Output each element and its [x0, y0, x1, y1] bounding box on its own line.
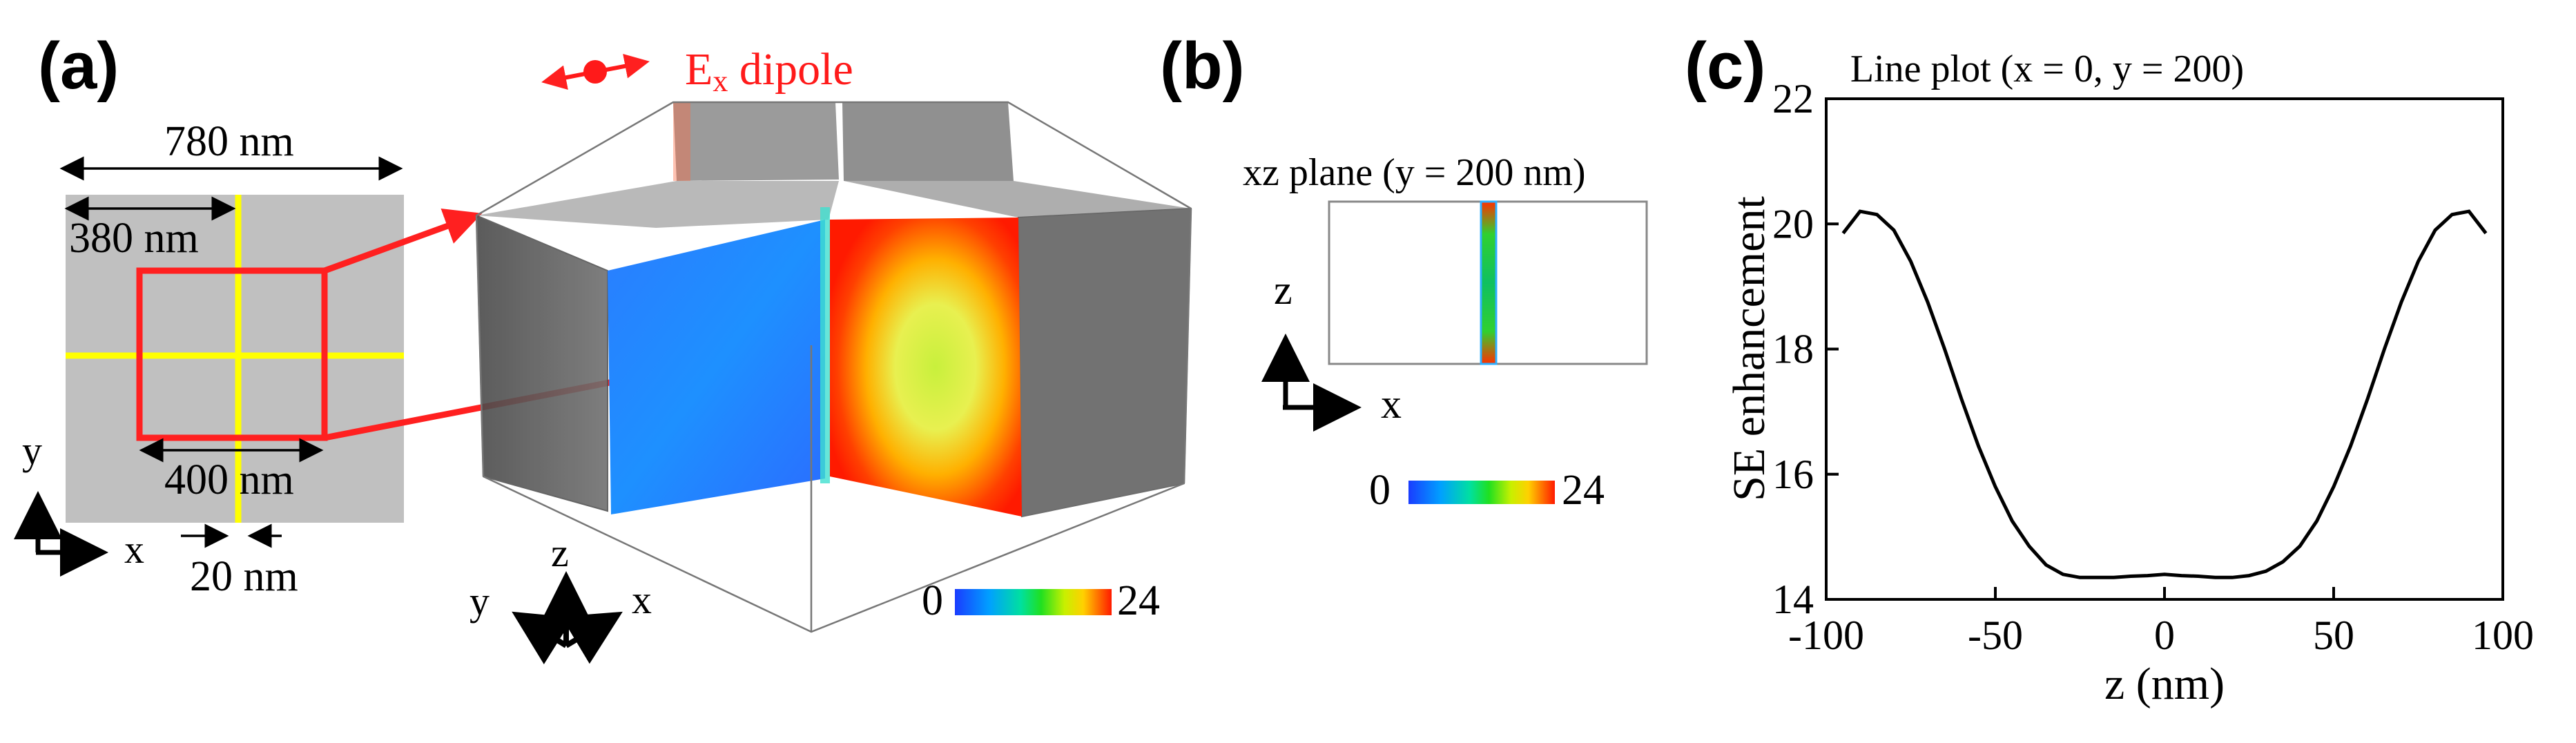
plot-frame [1825, 97, 2504, 601]
x-tick-label: 50 [2313, 612, 2354, 658]
axis-y-label: y [22, 428, 42, 473]
series-line-se-enhancement [1841, 209, 2488, 579]
dipole-icon [541, 54, 650, 90]
series-points [1843, 211, 2486, 577]
y-tick-label: 20 [1772, 201, 1814, 247]
colorbar-b-max: 24 [1562, 467, 1605, 514]
colorbar-a-min: 0 [922, 577, 943, 624]
y-tick-label: 22 [1772, 76, 1814, 122]
axis3d-x-label: x [632, 577, 652, 622]
3d-rendering [475, 101, 1192, 633]
x-axis-ticks: -100 -50 0 50 100 [1788, 587, 2534, 658]
b-axis-z-label: z [1274, 267, 1292, 313]
unit-cell-outline [136, 267, 328, 441]
dim-400-label: 400 nm [164, 456, 294, 503]
panel-c: (c) Line plot (x = 0, y = 200) -100 -50 0 5… [1685, 29, 2534, 709]
x-axis-label: z (nm) [2104, 659, 2225, 709]
y-tick-label: 14 [1772, 577, 1814, 622]
dipole-label: Ex dipole [685, 44, 853, 98]
x-tick-label: 100 [2472, 612, 2534, 658]
panel-a: (a) 780 nm 380 nm 400 nm 20 nm y x Ex di… [13, 29, 1192, 665]
colorbar-b-min: 0 [1369, 467, 1391, 514]
dim-780-label: 780 nm [164, 118, 294, 165]
panel-c-label: (c) [1685, 29, 1765, 103]
x-tick-label: 0 [2154, 612, 2175, 658]
x-tick-label: -50 [1968, 612, 2023, 658]
colorbar-a-max: 24 [1117, 577, 1160, 624]
axis3d-z-label: z [551, 530, 569, 575]
xz-plane-field-strip [1480, 200, 1498, 365]
panel-b-title: xz plane (y = 200 nm) [1243, 151, 1586, 194]
chart-title: Line plot (x = 0, y = 200) [1850, 48, 2244, 90]
colorbar-a [955, 589, 1112, 615]
y-axis-label: SE enhancement [1724, 196, 1774, 501]
b-axis-x-label: x [1381, 381, 1402, 427]
panel-a-label: (a) [38, 29, 119, 103]
dim-20-label: 20 nm [190, 553, 298, 600]
panel-b: (b) xz plane (y = 200 nm) z x 0 24 [1160, 29, 1648, 514]
panel-b-label: (b) [1160, 29, 1245, 103]
y-tick-label: 18 [1772, 327, 1814, 372]
y-axis-ticks: 14 16 18 20 22 [1772, 76, 1839, 622]
dim-380-label: 380 nm [69, 215, 199, 262]
x-tick-label: -100 [1788, 612, 1864, 658]
axis3d-y-label: y [469, 579, 490, 624]
y-tick-label: 16 [1772, 452, 1814, 497]
axis-x-label: x [124, 527, 144, 572]
3d-axis-icon [512, 571, 623, 665]
projection-arrow-top [323, 209, 483, 274]
colorbar-b [1408, 481, 1555, 504]
